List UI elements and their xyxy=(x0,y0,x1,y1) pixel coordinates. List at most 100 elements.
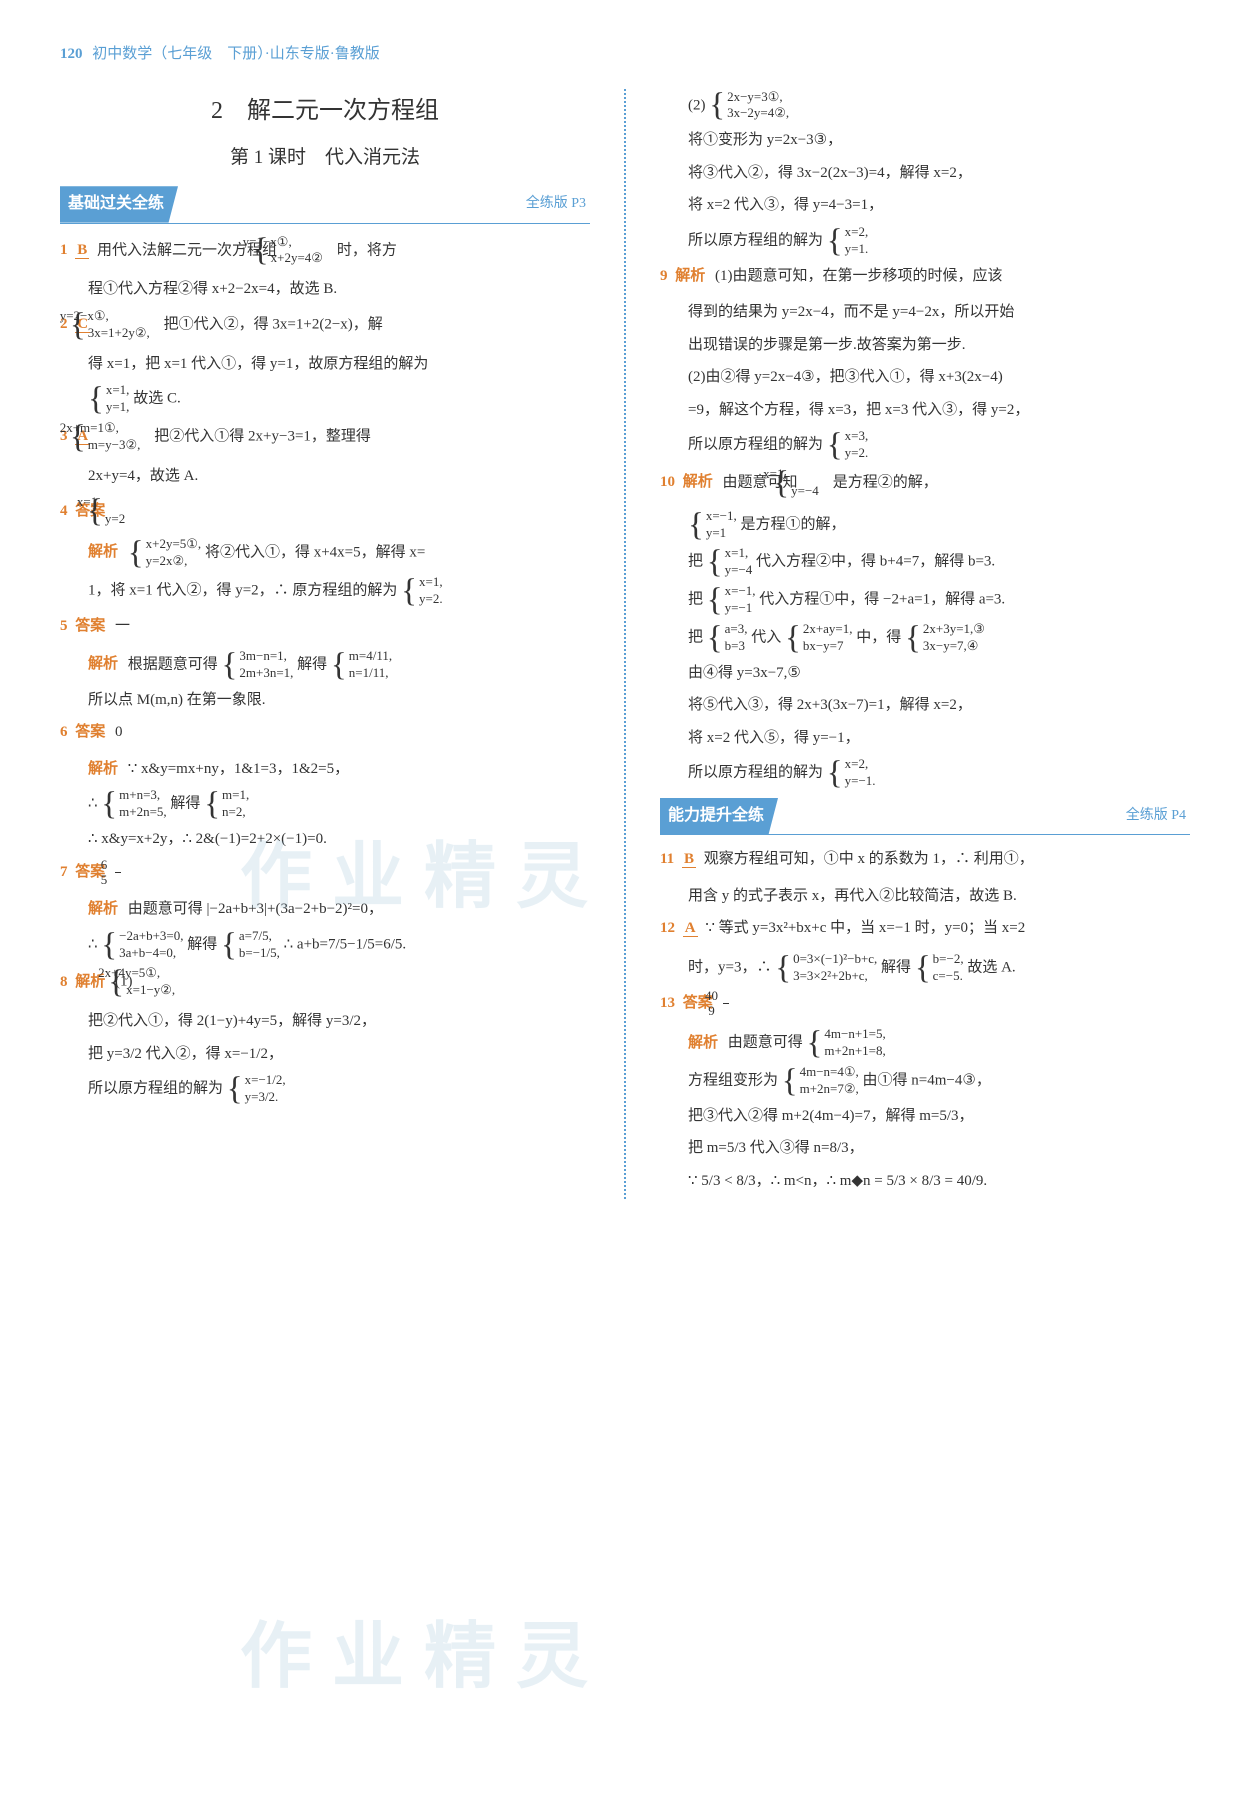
q12-l2line: 时，y=3，∴ 0=3×(−1)²−b+c, 3=3×2²+2b+c, 解得 b… xyxy=(660,951,1190,985)
q7-l2: ∴ −2a+b+3=0, 3a+b−4=0, 解得 a=7/5, b=−1/5,… xyxy=(60,928,590,962)
q13-l2line: 方程组变形为 4m−n=4①, m+2n=7②, 由①得 n=4m−4③， xyxy=(660,1064,1190,1098)
q9-l4: (2)由②得 y=2x−4③，把③代入①，得 x+3(2x−4) xyxy=(660,363,1190,392)
q10-l6: 由④得 y=3x−7,⑤ xyxy=(660,659,1190,688)
q10-s4a: x=−1, xyxy=(725,583,756,598)
q10-s7a: 2x+3y=1,③ xyxy=(923,621,985,636)
q13-ana-label: 解析 xyxy=(688,1035,718,1051)
q13-l2: 方程组变形为 xyxy=(688,1072,778,1088)
page-number: 120 xyxy=(60,46,83,62)
q10-l5a: 把 xyxy=(688,629,703,645)
q1-sys1: y=1−x①, xyxy=(243,234,292,249)
section-ability-header: 能力提升全练 全练版 P4 xyxy=(660,798,1190,835)
q10-s1a: x=1, xyxy=(763,466,787,481)
q11-ans: B xyxy=(682,851,696,868)
q12-s2: 3=3×2²+2b+c, xyxy=(793,968,868,983)
q5-end: 所以点 M(m,n) 在第一象限. xyxy=(60,686,590,715)
q13-analysis: 解析 由题意可得 4m−n+1=5, m+2n+1=8, xyxy=(660,1026,1190,1060)
q1-sys2: x+2y=4② xyxy=(271,250,323,265)
q8-l4line: 所以原方程组的解为 x=−1/2, y=3/2. xyxy=(60,1072,590,1106)
q10-l5c: 中，得 xyxy=(856,629,901,645)
q10-ana-label: 解析 xyxy=(683,474,713,490)
q13-l4: 把 m=5/3 代入③得 n=8/3， xyxy=(660,1134,1190,1163)
q1-num: 1 xyxy=(60,242,68,258)
q12-ans: A xyxy=(683,920,698,937)
q3-sys1: 2x+m=1①, xyxy=(60,420,119,435)
q10-line2: x=−1, y=1 是方程①的解， xyxy=(660,508,1190,542)
left-column: 2 解二元一次方程组 第 1 课时 代入消元法 基础过关全练 全练版 P3 1 … xyxy=(60,89,590,1200)
q82-sol1: x=2, xyxy=(845,224,869,239)
q82-sys1: 2x−y=3①, xyxy=(727,89,783,104)
q2-text-a: 把①代入②，得 3x=1+2(2−x)，解 xyxy=(164,316,383,332)
q6-l3: ∴ x&y=x+2y，∴ 2&(−1)=2+2×(−1)=0. xyxy=(60,825,590,854)
q6-ans: 0 xyxy=(115,724,123,740)
q10-l9: 所以原方程组的解为 xyxy=(688,765,823,781)
q82-l3: 将 x=2 代入③，得 y=4−3=1， xyxy=(660,191,1190,220)
q4-sys1: x+2y=5①, xyxy=(146,536,202,551)
q12-l2a: 时，y=3，∴ xyxy=(688,959,771,975)
q4-sys2: y=2x②, xyxy=(146,553,188,568)
question-8: 8 解析 (1) 2x+4y=5①, x=1−y②, xyxy=(60,965,590,999)
q10-l2: 是方程①的解， xyxy=(741,516,846,532)
q9-ana-label: 解析 xyxy=(675,268,705,284)
q10-s5a: a=3, xyxy=(725,621,748,636)
q2-sys1: y=2−x①, xyxy=(60,308,109,323)
q8-sol1: x=−1/2, xyxy=(245,1072,286,1087)
q1-line2: 程①代入方程②得 x+2−2x=4，故选 B. xyxy=(60,275,590,304)
q2-sol2: y=1, xyxy=(106,399,130,414)
q3-line2: 2x+y=4，故选 A. xyxy=(60,462,590,491)
q9-l2: 得到的结果为 y=2x−4，而不是 y=4−2x，所以开始 xyxy=(660,298,1190,327)
q6-num: 6 xyxy=(60,724,68,740)
book-title: 初中数学（七年级 下册）·山东专版·鲁教版 xyxy=(92,46,380,62)
q11-l2: 用含 y 的式子表示 x，再代入②比较简洁，故选 B. xyxy=(660,882,1190,911)
section-ability-ref: 全练版 P4 xyxy=(1126,803,1190,830)
q82-l4line: 所以原方程组的解为 x=2, y=1. xyxy=(660,224,1190,258)
question-3: 3 A 2x+m=1①, m=y−3②, 把②代入①得 2x+y−3=1，整理得 xyxy=(60,420,590,454)
column-divider xyxy=(624,89,626,1200)
section-basic-header: 基础过关全练 全练版 P3 xyxy=(60,186,590,223)
question-10: 10 解析 由题意可知 x=1, y=−4 是方程②的解， xyxy=(660,466,1190,500)
q10-line5: 把 a=3, b=3 代入 2x+ay=1, bx−y=7 中，得 2x+3y=… xyxy=(660,621,1190,655)
q7-analysis: 解析 由题意可得 |−2a+b+3|+(3a−2+b−2)²=0， xyxy=(60,895,590,924)
q4-num: 4 xyxy=(60,503,68,519)
q12-mid: 解得 xyxy=(881,959,911,975)
q13-s4: m+2n=7②, xyxy=(800,1081,859,1096)
q10-s6b: bx−y=7 xyxy=(803,638,844,653)
q9-l1: (1)由题意可知，在第一步移项的时候，应该 xyxy=(715,268,1003,284)
section-basic-ref: 全练版 P3 xyxy=(526,191,590,218)
q11-text: 观察方程组可知，①中 x 的系数为 1，∴ 利用①， xyxy=(704,851,1034,867)
q10-s5b: b=3 xyxy=(725,638,745,653)
section-basic-badge: 基础过关全练 xyxy=(60,186,178,222)
q12-l1: ∵ 等式 y=3x²+bx+c 中，当 x=−1 时，y=0；当 x=2 xyxy=(705,920,1025,936)
q5-r1: m=4/11, xyxy=(349,648,392,663)
q4-analysis: 解析 x+2y=5①, y=2x②, 将②代入①，得 x+4x=5，解得 x= xyxy=(60,536,590,570)
q7-sys1: −2a+b+3=0, xyxy=(119,928,183,943)
q12-end: 故选 A. xyxy=(967,959,1015,975)
q10-l3a: 把 xyxy=(688,554,703,570)
question-1: 1 B 用代入法解二元一次方程组 y=1−x①, x+2y=4② 时，将方 xyxy=(60,234,590,268)
q10-num: 10 xyxy=(660,474,675,490)
question-12: 12 A ∵ 等式 y=3x²+bx+c 中，当 x=−1 时，y=0；当 x=… xyxy=(660,914,1190,943)
q10-sol1: x=2, xyxy=(845,756,869,771)
q10-sol2: y=−1. xyxy=(845,773,876,788)
q5-num: 5 xyxy=(60,618,68,634)
q82-l1: 将①变形为 y=2x−3③， xyxy=(660,126,1190,155)
q10-s2a: x=−1, xyxy=(706,508,737,523)
q6-l1: ∵ x&y=mx+ny，1&1=3，1&2=5， xyxy=(128,761,349,777)
q8-sys2: x=1−y②, xyxy=(126,982,175,997)
page-header: 120 初中数学（七年级 下册）·山东专版·鲁教版 xyxy=(60,40,1190,69)
q9-l3: 出现错误的步骤是第一步.故答案为第一步. xyxy=(660,331,1190,360)
q1-ans: B xyxy=(75,242,89,259)
q4-fsol1: x=1, xyxy=(419,574,443,589)
q10-s7b: 3x−y=7,④ xyxy=(923,638,979,653)
q13-ans-frac: 40 9 xyxy=(723,989,729,1019)
q10-l4a: 把 xyxy=(688,592,703,608)
q3-sys2: m=y−3②, xyxy=(88,437,141,452)
q13-frac-num: 40 xyxy=(723,989,729,1004)
q6-l2: ∴ m+n=3, m+2n=5, 解得 m=1, n=2, xyxy=(60,787,590,821)
question-7: 7 答案 6 5 xyxy=(60,858,590,888)
q13-num: 13 xyxy=(660,995,675,1011)
q10-s2b: y=1 xyxy=(706,525,726,540)
q5-ans: 一 xyxy=(115,618,130,634)
q12-s1: 0=3×(−1)²−b+c, xyxy=(793,951,877,966)
q8-l4: 所以原方程组的解为 xyxy=(88,1081,223,1097)
